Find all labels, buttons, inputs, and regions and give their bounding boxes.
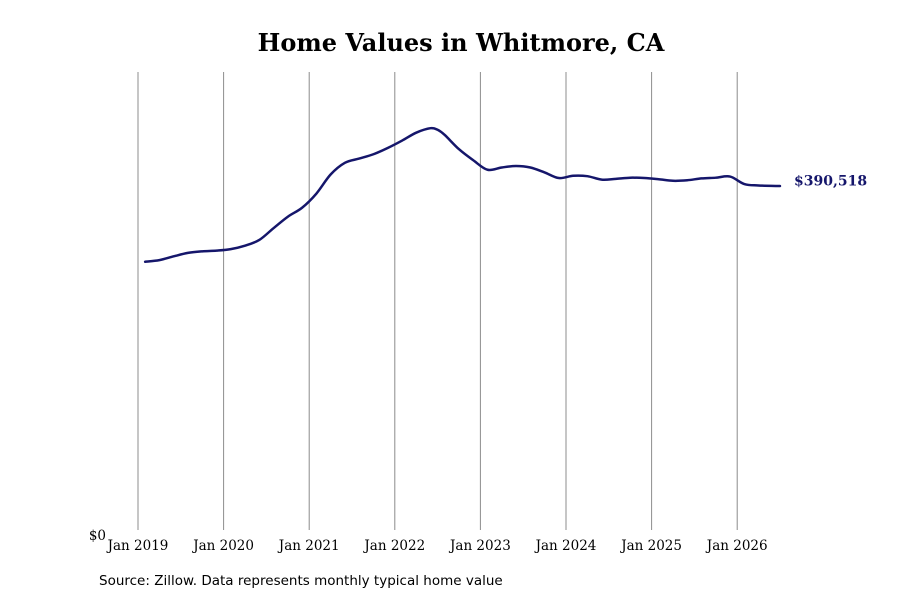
axis-labels: Jan 2019 Jan 2020 Jan 2021 Jan 2022 Jan 2023… xyxy=(89,528,768,554)
x-tick-label: Jan 2023 xyxy=(448,538,511,554)
x-tick-label: Jan 2021 xyxy=(277,538,340,554)
x-tick-label: Jan 2025 xyxy=(619,538,682,554)
end-value-label: $390,518 xyxy=(794,174,867,190)
gridlines xyxy=(137,72,738,530)
chart-title: Home Values in Whitmore, CA xyxy=(257,28,665,57)
x-tick-label: Jan 2019 xyxy=(106,538,169,554)
series: $390,518 xyxy=(143,126,867,263)
y-tick-label: $0 xyxy=(89,528,106,544)
source-note: Source: Zillow. Data represents monthly … xyxy=(99,573,503,589)
x-tick-label: Jan 2020 xyxy=(191,538,254,554)
x-tick-label: Jan 2024 xyxy=(534,538,597,554)
home-value-line xyxy=(143,126,782,263)
x-tick-label: Jan 2022 xyxy=(362,538,425,554)
x-tick-label: Jan 2026 xyxy=(705,538,768,554)
